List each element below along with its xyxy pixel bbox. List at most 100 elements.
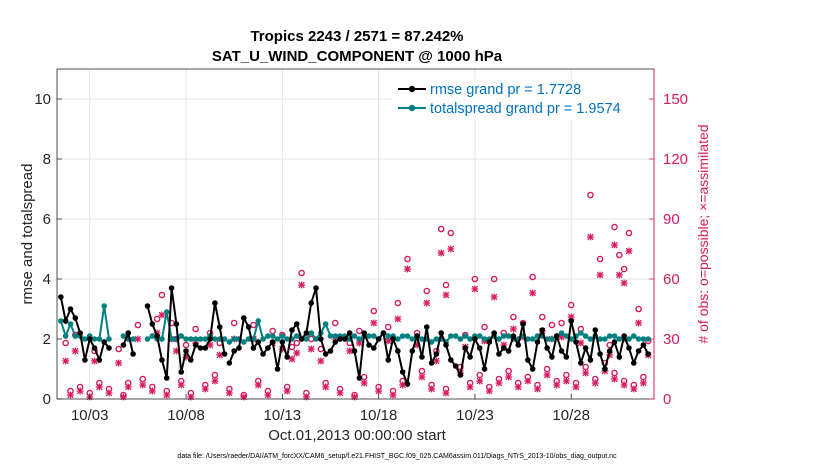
totalspread-point — [505, 333, 512, 339]
obs-possible-point — [587, 191, 594, 199]
obs-possible-point — [616, 251, 623, 259]
obs-assimilated-point — [384, 337, 392, 345]
rmse-point — [207, 336, 213, 342]
totalspread-point — [366, 333, 372, 339]
rmse-point — [399, 369, 406, 375]
obs-assimilated-point — [115, 359, 123, 367]
obs-assimilated-point — [447, 245, 455, 253]
totalspread-point — [356, 336, 363, 342]
rmse-point — [626, 345, 632, 351]
totalspread-point — [399, 333, 406, 339]
totalspread-point — [467, 336, 473, 342]
rmse-point — [260, 351, 266, 357]
obs-assimilated-point — [625, 247, 633, 255]
obs-assimilated-point — [76, 387, 84, 395]
rmse-point — [62, 318, 69, 324]
totalspread-point — [260, 336, 266, 342]
y-right-tick-label: 90 — [663, 211, 680, 228]
obs-possible-point — [620, 265, 628, 273]
rmse-point — [313, 285, 319, 291]
obs-possible-point — [62, 339, 69, 347]
rmse-point — [144, 303, 151, 309]
rmse-point — [245, 324, 252, 330]
obs-assimilated-point — [572, 383, 580, 391]
totalspread-point — [255, 318, 262, 324]
totalspread-point — [385, 333, 392, 339]
obs-assimilated-point — [124, 383, 132, 391]
rmse-point — [606, 348, 613, 354]
totalspread-point — [274, 336, 281, 342]
obs-assimilated-point — [611, 241, 618, 249]
rmse-point — [346, 330, 353, 336]
totalspread-point — [476, 333, 483, 339]
totalspread-point — [626, 336, 632, 342]
rmse-point — [178, 369, 185, 375]
rmse-point — [86, 336, 93, 342]
axes: 10/03 10/08 10/13 10/18 10/23 10/28 0 2 4 6 8 10 0 30… — [34, 69, 688, 424]
obs-assimilated-point — [437, 249, 445, 257]
totalspread-point — [578, 330, 584, 336]
totalspread-point — [462, 333, 469, 339]
rmse-point — [558, 348, 565, 354]
rmse-point — [279, 339, 286, 345]
obs-possible-point — [298, 269, 305, 277]
obs-assimilated-point — [360, 379, 368, 387]
totalspread-point — [91, 336, 98, 342]
rmse-point — [481, 366, 488, 372]
rmse-point — [332, 339, 339, 345]
rmse-point — [163, 375, 170, 381]
rmse-point — [82, 357, 88, 363]
rmse-point — [553, 333, 560, 339]
rmse-point — [255, 339, 262, 345]
obs-possible-point — [182, 341, 190, 349]
x-tick-label: 10/13 — [264, 407, 302, 424]
rmse-point — [337, 336, 343, 342]
rmse-point — [173, 321, 180, 327]
totalspread-point — [419, 336, 425, 342]
rmse-point — [303, 330, 310, 336]
rmse-point — [462, 345, 469, 351]
obs-possible-point — [490, 275, 498, 283]
obs-assimilated-point — [534, 385, 541, 393]
rmse-point — [587, 357, 594, 363]
rmse-point — [496, 351, 502, 357]
rmse-point — [563, 354, 570, 360]
obs-possible-point — [558, 319, 565, 327]
x-tick-label: 10/28 — [552, 407, 590, 424]
totalspread-point — [351, 333, 358, 339]
obs-assimilated-point — [71, 347, 79, 355]
totalspread-point — [106, 336, 112, 342]
obs-assimilated-point — [317, 357, 325, 365]
totalspread-point — [457, 336, 464, 342]
obs-possible-point — [529, 273, 536, 281]
totalspread-point — [635, 336, 642, 342]
totalspread-point — [212, 336, 218, 342]
y-axis-right-label: # of obs: o=possible; ×=assimilated — [695, 124, 711, 343]
rmse-point — [351, 348, 358, 354]
rmse-point — [635, 348, 642, 354]
rmse-point — [419, 354, 425, 360]
totalspread-point — [202, 336, 209, 342]
obs-possible-point — [442, 281, 450, 289]
obs-markers — [62, 191, 652, 401]
obs-assimilated-point — [640, 379, 647, 387]
obs-assimilated-point — [510, 325, 517, 333]
rmse-point — [212, 300, 218, 306]
rmse-point — [452, 363, 459, 369]
rmse-point — [168, 285, 175, 291]
y-right-tick-label: 60 — [663, 271, 680, 288]
y-tick-label: 8 — [43, 151, 51, 168]
obs-assimilated-point — [490, 293, 498, 301]
x-axis-label: Oct.01,2013 00:00:00 start — [268, 427, 446, 444]
rmse-point — [250, 345, 257, 351]
obs-possible-point — [230, 319, 238, 327]
obs-assimilated-point — [577, 339, 585, 347]
obs-assimilated-point — [283, 387, 291, 395]
rmse-point — [216, 324, 223, 330]
totalspread-point — [602, 336, 608, 342]
rmse-point — [342, 336, 348, 342]
totalspread-point — [149, 333, 156, 339]
rmse-point — [582, 345, 589, 351]
obs-assimilated-point — [105, 389, 113, 397]
totalspread-point — [597, 336, 603, 342]
